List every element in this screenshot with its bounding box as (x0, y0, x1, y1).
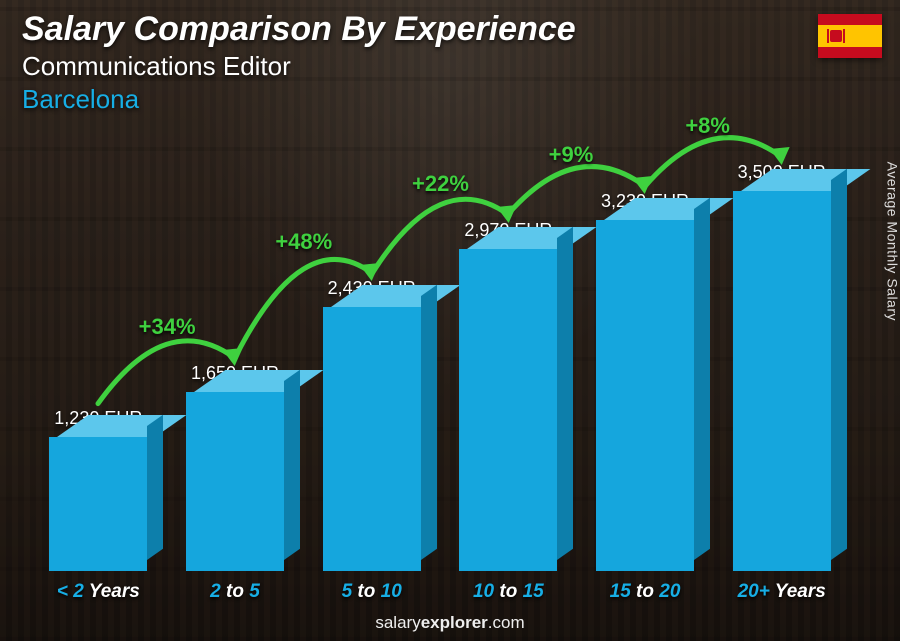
bar-side (421, 285, 437, 560)
bar-side (694, 198, 710, 560)
bar-slot: 3,230 EUR (577, 91, 714, 571)
footer-prefix: salary (375, 613, 420, 632)
page-subtitle: Communications Editor (22, 51, 878, 82)
bar (49, 437, 147, 571)
x-tick: 5 to 10 (303, 581, 440, 603)
x-tick: 2 to 5 (167, 581, 304, 603)
flag-icon (818, 14, 882, 58)
bar-side (557, 226, 573, 560)
bar (733, 191, 831, 571)
bar-front (596, 220, 694, 571)
x-tick: 20+ Years (713, 581, 850, 603)
bar-slot: 1,650 EUR (167, 91, 304, 571)
bar-front (49, 437, 147, 571)
bar-slot: 3,500 EUR (713, 91, 850, 571)
footer-attribution: salaryexplorer.com (0, 613, 900, 633)
bar-slot: 2,430 EUR (303, 91, 440, 571)
bar (186, 392, 284, 571)
x-tick: 15 to 20 (577, 581, 714, 603)
salary-bar-chart: 1,230 EUR1,650 EUR2,430 EUR2,970 EUR3,23… (30, 91, 850, 571)
page-location: Barcelona (22, 84, 878, 115)
bar (596, 220, 694, 571)
bar-front (186, 392, 284, 571)
bar (459, 249, 557, 571)
x-tick: < 2 Years (30, 581, 167, 603)
x-axis: < 2 Years2 to 55 to 1010 to 1515 to 2020… (30, 581, 850, 603)
bar-front (459, 249, 557, 571)
bar-side (147, 415, 163, 560)
x-tick: 10 to 15 (440, 581, 577, 603)
bar-side (284, 370, 300, 560)
bar-front (323, 307, 421, 571)
bar-slot: 1,230 EUR (30, 91, 167, 571)
y-axis-label: Average Monthly Salary (884, 161, 900, 320)
page-title: Salary Comparison By Experience (22, 10, 878, 49)
bar (323, 307, 421, 571)
footer-bold: explorer (421, 613, 488, 632)
bar-front (733, 191, 831, 571)
bar-slot: 2,970 EUR (440, 91, 577, 571)
header: Salary Comparison By Experience Communic… (22, 10, 878, 115)
footer-suffix: .com (488, 613, 525, 632)
bar-side (831, 169, 847, 560)
